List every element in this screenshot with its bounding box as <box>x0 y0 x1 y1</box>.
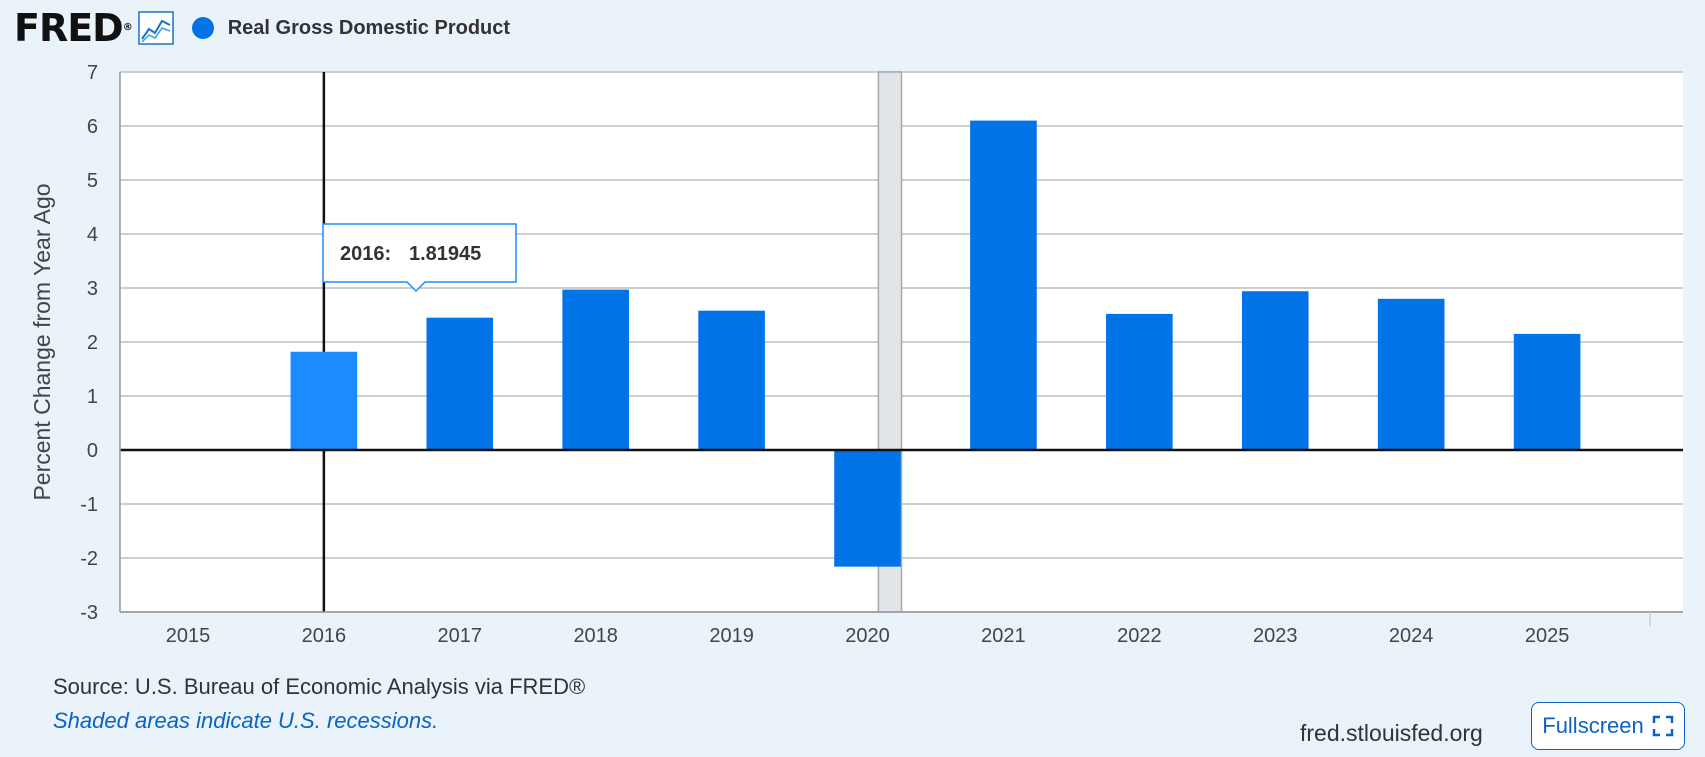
tooltip-value: 1.81945 <box>409 243 481 265</box>
x-tick-label: 2021 <box>981 625 1026 647</box>
value-tooltip: 2016: 1.81945 <box>322 223 517 293</box>
y-tick-label: 4 <box>87 224 98 246</box>
bar-2019[interactable] <box>698 310 765 450</box>
y-tick-label: 1 <box>87 386 98 408</box>
bar-2024[interactable] <box>1377 298 1445 450</box>
y-tick-label: 3 <box>87 278 98 300</box>
x-tick-label: 2020 <box>845 625 890 647</box>
bar-2022[interactable] <box>1106 313 1173 450</box>
site-link[interactable]: fred.stlouisfed.org <box>1300 720 1483 746</box>
y-tick-label: -3 <box>80 602 98 624</box>
bar-2016[interactable] <box>290 351 358 450</box>
y-axis-title: Percent Change from Year Ago <box>29 183 55 500</box>
bar-2021[interactable] <box>970 120 1037 450</box>
x-tick-label: 2023 <box>1253 625 1298 647</box>
tooltip-label: 2016: <box>340 243 391 265</box>
x-tick-label: 2025 <box>1525 625 1570 647</box>
y-tick-label: 2 <box>87 332 98 354</box>
x-tick-label: 2024 <box>1389 625 1434 647</box>
x-tick-label: 2019 <box>709 625 754 647</box>
bar-chart: 7 6 5 4 3 2 1 0 -1 -2 -3 2015 2016 2017 2018 2019 2020 20… <box>29 62 1683 647</box>
bar-2025[interactable] <box>1513 333 1581 450</box>
bar-2020[interactable] <box>834 450 901 567</box>
source-credit: Source: U.S. Bureau of Economic Analysis… <box>53 674 586 699</box>
y-tick-label: 7 <box>87 62 98 84</box>
fullscreen-label: Fullscreen <box>1542 713 1644 738</box>
bar-2018[interactable] <box>562 289 629 450</box>
recession-note[interactable]: Shaded areas indicate U.S. recessions. <box>53 708 439 733</box>
y-tick-label: 5 <box>87 170 98 192</box>
y-tick-label: 0 <box>87 440 98 462</box>
bars <box>290 72 1581 612</box>
fred-logo[interactable]: FRED® <box>14 6 133 50</box>
x-tick-label: 2015 <box>166 625 211 647</box>
legend-marker <box>191 17 214 39</box>
x-tick-label: 2017 <box>438 625 483 647</box>
bar-2023[interactable] <box>1241 291 1309 450</box>
x-tick-label: 2016 <box>302 625 347 647</box>
y-tick-label: -2 <box>80 548 98 570</box>
legend-label: Real Gross Domestic Product <box>227 16 511 39</box>
fullscreen-button[interactable]: Fullscreen <box>1531 702 1685 750</box>
y-tick-label: -1 <box>80 494 98 516</box>
y-tick-label: 6 <box>87 116 98 138</box>
graph-icon[interactable] <box>137 11 174 45</box>
x-tick-label: 2018 <box>573 625 618 647</box>
tooltip-box <box>322 223 517 293</box>
fullscreen-icon <box>1652 715 1673 737</box>
bar-2017[interactable] <box>426 317 494 450</box>
axes: 7 6 5 4 3 2 1 0 -1 -2 -3 2015 2016 2017 2018 2019 2020 20… <box>80 62 1683 647</box>
chart-header: FRED® Real Gross Domestic Product <box>14 8 510 48</box>
x-tick-label: 2022 <box>1117 625 1162 647</box>
